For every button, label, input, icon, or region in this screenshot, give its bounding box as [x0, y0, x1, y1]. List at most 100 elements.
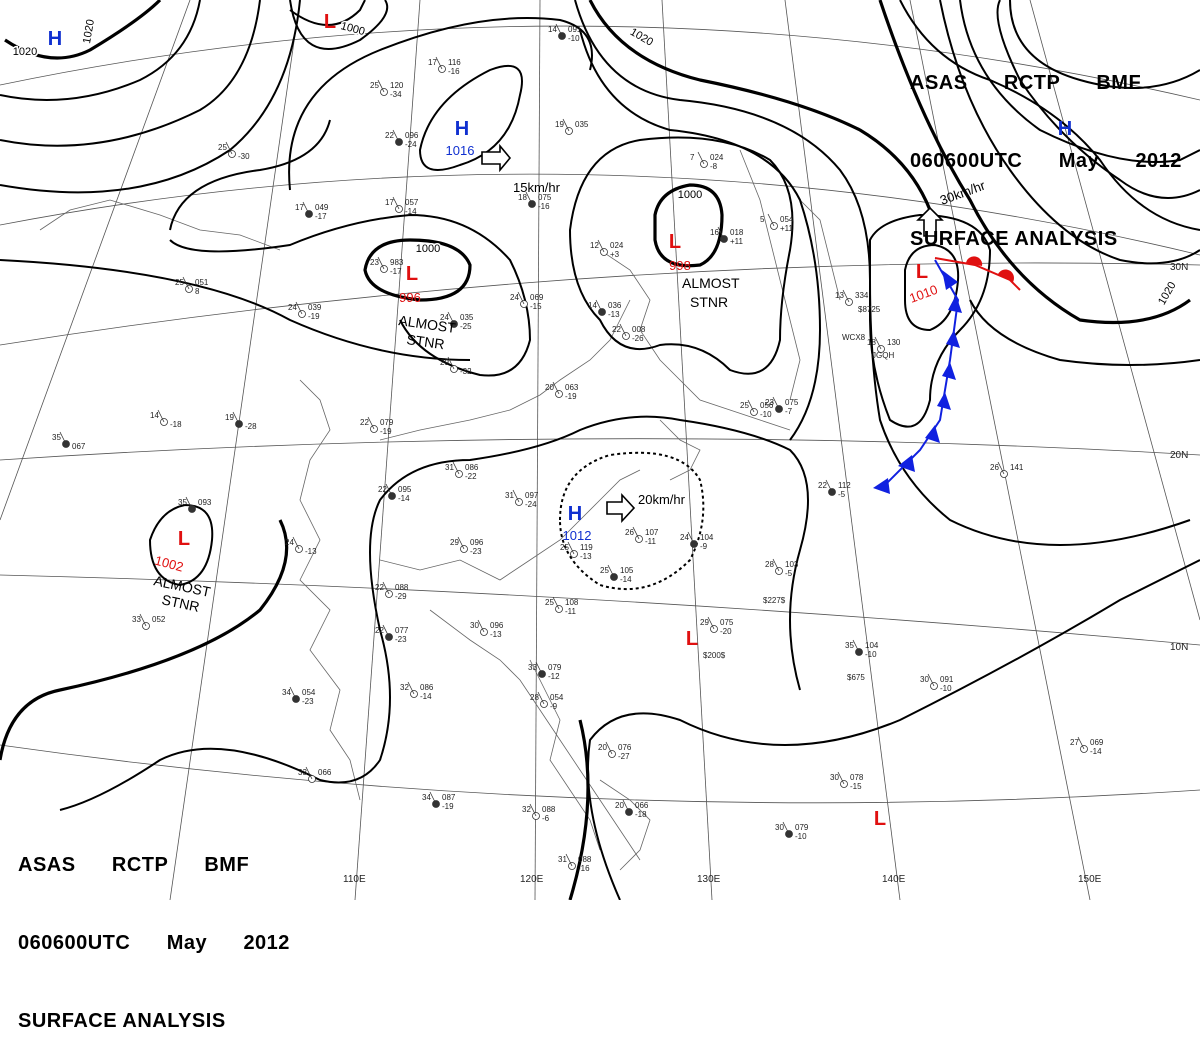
station-temperature: 29 — [440, 358, 449, 367]
station-tendency: -13 — [608, 310, 620, 319]
center-pressure-value: 1016 — [446, 143, 475, 158]
station-pressure: 097 — [525, 491, 539, 500]
station-temperature: 19 — [555, 120, 564, 129]
station-tendency: -17 — [390, 267, 402, 276]
header-title: SURFACE ANALYSIS — [910, 226, 1182, 252]
station-pressure: 096 — [470, 538, 484, 547]
station-tendency: -13 — [305, 547, 317, 556]
station-pressure: 057 — [405, 198, 419, 207]
station-tendency: -10 — [760, 410, 772, 419]
station-pressure: 054 — [302, 688, 316, 697]
station-pressure: 088 — [542, 805, 556, 814]
almost-stationary-label: ALMOST — [682, 275, 740, 291]
low-center: L — [669, 231, 681, 253]
station-temperature: 31 — [445, 463, 454, 472]
station-temperature: 25 — [545, 598, 554, 607]
station-pressure: 103 — [785, 560, 799, 569]
station-temperature: 13 — [835, 291, 844, 300]
station-tendency: +11 — [780, 224, 794, 233]
station-pressure: 052 — [152, 615, 166, 624]
station-temperature: 19 — [225, 413, 234, 422]
station-pressure: 096 — [405, 131, 419, 140]
header-year: 2012 — [1135, 150, 1182, 172]
station-temperature: 17 — [428, 58, 437, 67]
station-temperature: 27 — [1070, 738, 1079, 747]
station-temperature: 16 — [710, 228, 719, 237]
station-pressure: 334 — [855, 291, 869, 300]
header-month: May — [1059, 150, 1099, 172]
station-pressure: 119 — [580, 543, 593, 552]
station-tendency: -22 — [465, 472, 477, 481]
station-temperature: 25 — [175, 278, 184, 287]
longitude-label: 120E — [520, 874, 544, 885]
station-pressure: 116 — [448, 58, 461, 67]
station-temperature: 26 — [990, 463, 999, 472]
station-pressure: 051 — [195, 278, 209, 287]
station-temperature: 22 — [385, 131, 394, 140]
movement-speed-label: 20km/hr — [638, 492, 686, 507]
header-station: BMF — [1096, 72, 1141, 94]
station-temperature: 20 — [598, 743, 607, 752]
header-title: SURFACE ANALYSIS — [18, 1008, 290, 1034]
station-pressure: 066 — [318, 768, 332, 777]
center-pressure-value: 998 — [669, 258, 691, 273]
station-temperature: 25 — [560, 543, 569, 552]
station-tendency: -5 — [785, 569, 793, 578]
station-tendency: -6 — [542, 814, 550, 823]
header-agency: ASAS — [910, 72, 968, 94]
station-temperature: 12 — [590, 241, 599, 250]
station-pressure: 088 — [578, 855, 592, 864]
station-temperature: 5 — [760, 215, 765, 224]
station-temperature: 20 — [615, 801, 624, 810]
station-pressure: 056 — [760, 401, 774, 410]
station-pressure: 096 — [490, 621, 504, 630]
station-pressure: 112 — [838, 481, 851, 490]
longitude-label: 150E — [1078, 874, 1102, 885]
station-tendency: -19 — [308, 312, 320, 321]
station-pressure: 105 — [620, 566, 634, 575]
station-tendency: -12 — [548, 672, 560, 681]
station-temperature: 22 — [375, 626, 384, 635]
station-temperature: 34 — [422, 793, 431, 802]
station-tendency: -14 — [420, 692, 432, 701]
station-tendency: -9 — [550, 702, 558, 711]
station-tendency: -16 — [538, 202, 550, 211]
station-tendency: -20 — [720, 627, 732, 636]
station-temperature: 26 — [625, 528, 634, 537]
station-pressure: 108 — [565, 598, 579, 607]
station-pressure: 069 — [1090, 738, 1104, 747]
station-tendency: -13 — [580, 552, 592, 561]
station-pressure: 036 — [608, 301, 622, 310]
station-tendency: -13 — [490, 630, 502, 639]
station-tendency: -16 — [578, 864, 590, 873]
station-tendency: -8 — [710, 162, 718, 171]
station-temperature: 29 — [700, 618, 709, 627]
station-temperature: 24 — [510, 293, 519, 302]
station-temperature: 34 — [282, 688, 291, 697]
station-temperature: 14 — [588, 301, 597, 310]
station-temperature: 18 — [867, 338, 876, 347]
station-pressure: 054 — [780, 215, 794, 224]
station-temperature: 31 — [505, 491, 514, 500]
station-tendency: -18 — [635, 810, 647, 819]
high-center: H — [455, 118, 469, 140]
station-tendency: -9 — [700, 542, 708, 551]
station-pressure: 095 — [398, 485, 412, 494]
station-tendency: 067 — [72, 442, 86, 451]
station-pressure: 075 — [720, 618, 734, 627]
isobar-label: 1000 — [678, 189, 702, 201]
station-temperature: 7 — [690, 153, 695, 162]
station-tendency: -5 — [838, 490, 846, 499]
station-tendency: -15 — [850, 782, 862, 791]
station-pressure: 076 — [618, 743, 632, 752]
station-pressure: 079 — [380, 418, 394, 427]
station-tendency: -14 — [405, 207, 417, 216]
latitude-label: 20N — [1170, 450, 1188, 461]
header-time: 060600UTC — [18, 932, 130, 954]
station-tendency: -16 — [448, 67, 460, 76]
station-pressure: 054 — [550, 693, 564, 702]
station-pressure: 008 — [632, 325, 646, 334]
station-pressure: 087 — [442, 793, 456, 802]
station-pressure: 049 — [315, 203, 329, 212]
station-pressure: 141 — [1010, 463, 1024, 472]
